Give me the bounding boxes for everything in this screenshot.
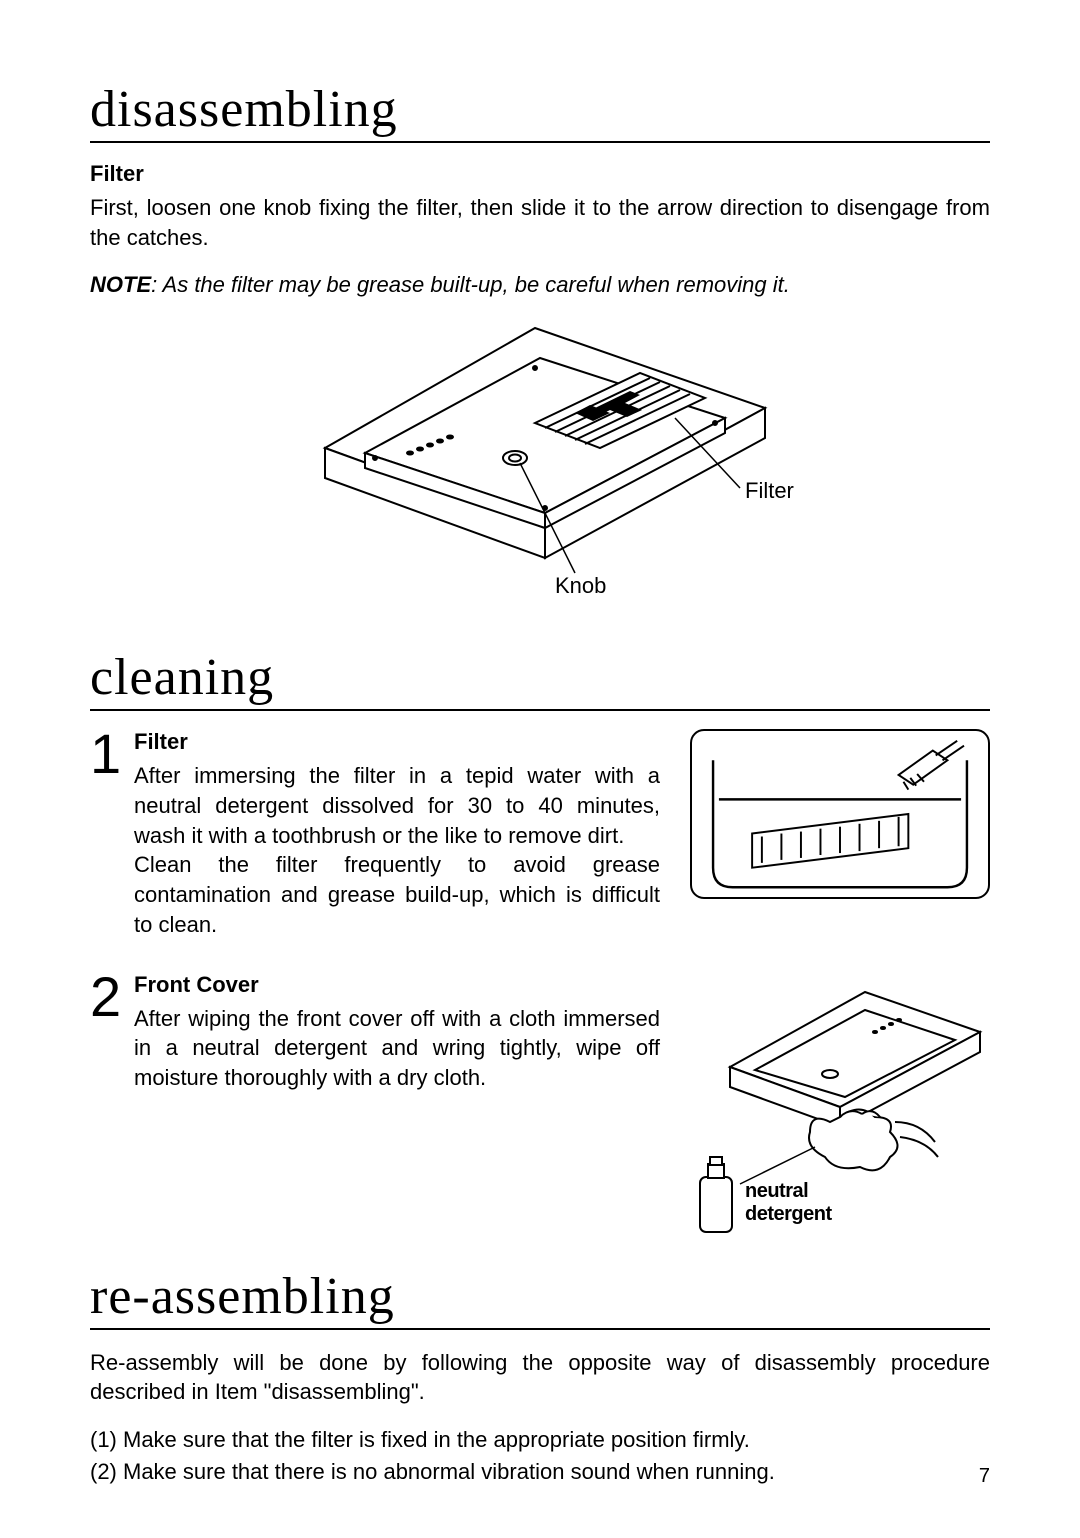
manual-page: disassembling Filter First, loosen one k… xyxy=(0,0,1080,1538)
diagram-knob-label: Knob xyxy=(555,573,606,598)
cleaning-title: cleaning xyxy=(90,648,990,711)
disassembling-title: disassembling xyxy=(90,80,990,143)
reassembling-intro: Re-assembly will be done by following th… xyxy=(90,1348,990,1407)
step2-text: After wiping the front cover off with a … xyxy=(134,1004,660,1093)
cleaning-step-2: 2 Front Cover After wiping the front cov… xyxy=(90,972,990,1247)
note-label: NOTE xyxy=(90,272,151,297)
step1-text: After immersing the filter in a tepid wa… xyxy=(134,761,660,939)
step2-heading: Front Cover xyxy=(134,972,660,998)
diagram-filter-label: Filter xyxy=(745,478,794,503)
disassembling-diagram: Filter Knob xyxy=(90,318,990,618)
front-cover-wipe-diagram: neutral detergent xyxy=(690,972,990,1247)
step-number-2: 2 xyxy=(90,972,124,1247)
cleaning-step-1: 1 Filter After immersing the filter in a… xyxy=(90,729,990,951)
reassembling-title: re-assembling xyxy=(90,1267,990,1330)
filter-instruction: First, loosen one knob fixing the filter… xyxy=(90,193,990,252)
reassembling-item2: (2) Make sure that there is no abnormal … xyxy=(90,1457,990,1487)
note-body: : As the filter may be grease built-up, … xyxy=(151,272,790,297)
filter-heading: Filter xyxy=(90,161,990,187)
step-number-1: 1 xyxy=(90,729,124,951)
filter-wash-diagram xyxy=(690,729,990,951)
hood-underside-diagram: Filter Knob xyxy=(245,318,835,618)
detergent-label-1: neutral xyxy=(745,1180,808,1202)
note-line: NOTE: As the filter may be grease built-… xyxy=(90,272,990,298)
step1-heading: Filter xyxy=(134,729,660,755)
page-number: 7 xyxy=(979,1465,990,1488)
reassembling-item1: (1) Make sure that the filter is fixed i… xyxy=(90,1425,990,1455)
detergent-label-2: detergent xyxy=(745,1203,832,1225)
